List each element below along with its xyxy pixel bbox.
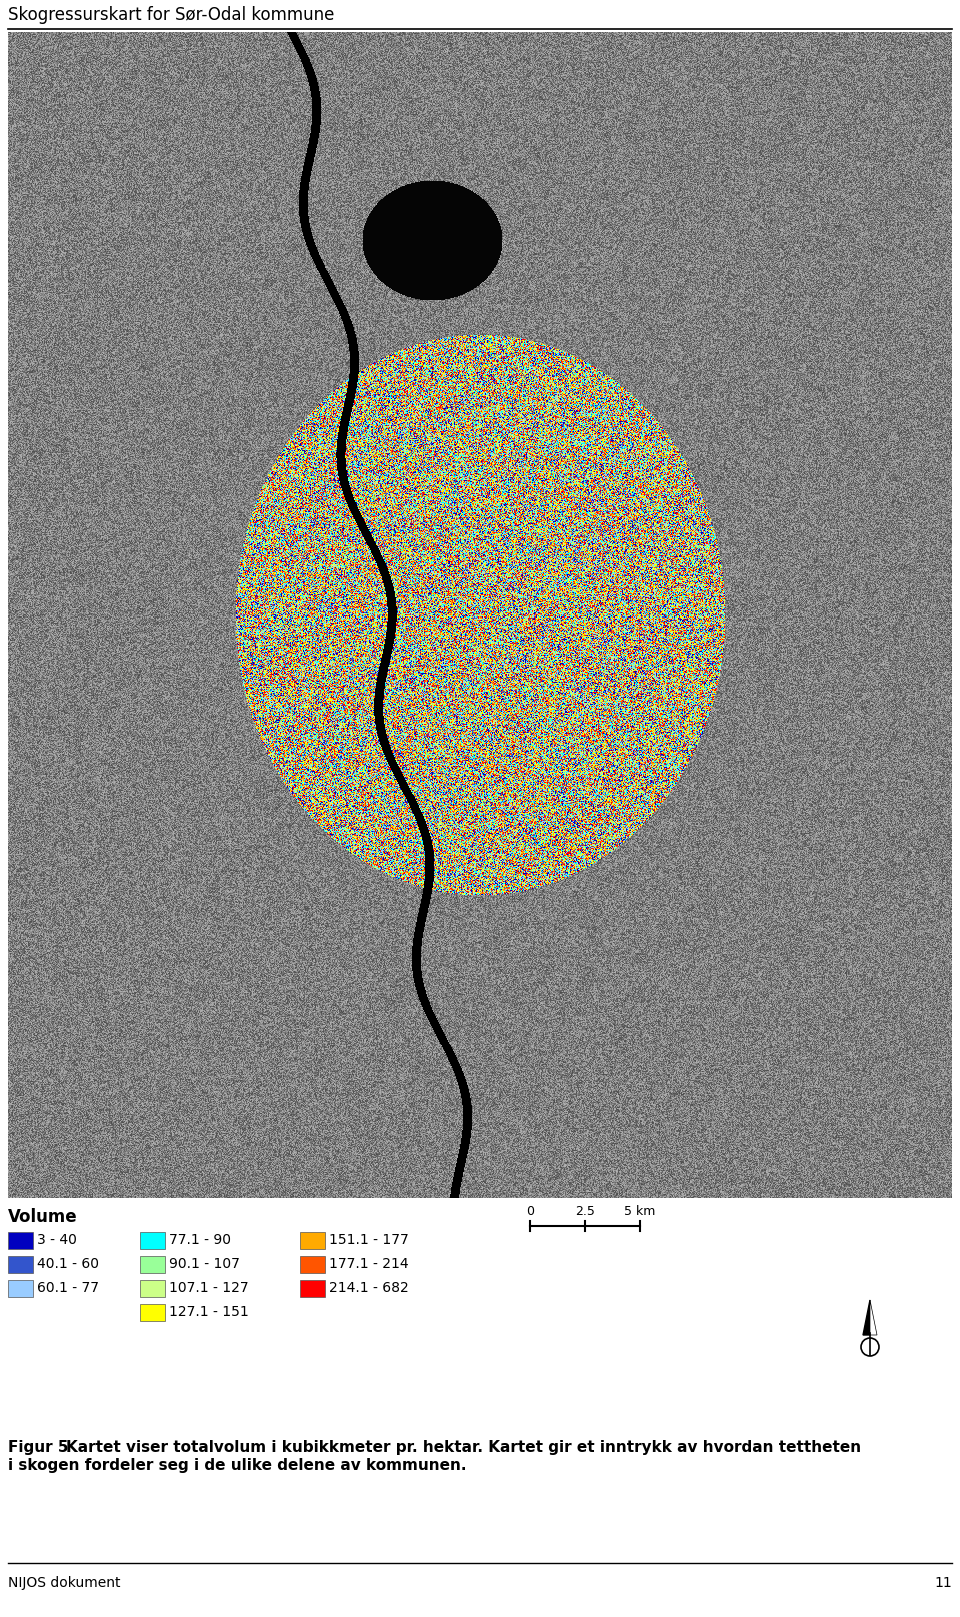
Bar <box>140 1303 165 1321</box>
Bar <box>140 1256 165 1273</box>
Polygon shape <box>863 1300 870 1336</box>
Text: 40.1 - 60: 40.1 - 60 <box>37 1258 99 1271</box>
Text: 60.1 - 77: 60.1 - 77 <box>37 1282 99 1295</box>
Bar <box>300 1256 325 1273</box>
Text: 151.1 - 177: 151.1 - 177 <box>329 1234 409 1247</box>
Bar <box>8 1281 33 1297</box>
Text: 2.5: 2.5 <box>575 1205 595 1218</box>
Text: 177.1 - 214: 177.1 - 214 <box>329 1258 409 1271</box>
Text: 77.1 - 90: 77.1 - 90 <box>169 1234 231 1247</box>
Bar <box>140 1232 165 1248</box>
Text: NIJOS dokument: NIJOS dokument <box>8 1577 121 1590</box>
Text: Volume: Volume <box>8 1208 78 1226</box>
Text: 3 - 40: 3 - 40 <box>37 1234 77 1247</box>
Text: 11: 11 <box>934 1577 952 1590</box>
Text: 214.1 - 682: 214.1 - 682 <box>329 1282 409 1295</box>
Text: Figur 5: Figur 5 <box>8 1441 68 1455</box>
Text: Skogressurskart for Sør-Odal kommune: Skogressurskart for Sør-Odal kommune <box>8 6 334 24</box>
Text: 127.1 - 151: 127.1 - 151 <box>169 1305 249 1319</box>
Bar <box>8 1256 33 1273</box>
Bar <box>300 1281 325 1297</box>
Text: 0: 0 <box>526 1205 534 1218</box>
Bar <box>300 1232 325 1248</box>
Polygon shape <box>870 1300 877 1336</box>
Text: 107.1 - 127: 107.1 - 127 <box>169 1282 249 1295</box>
Bar <box>140 1281 165 1297</box>
Bar <box>8 1232 33 1248</box>
Text: i skogen fordeler seg i de ulike delene av kommunen.: i skogen fordeler seg i de ulike delene … <box>8 1459 467 1473</box>
Text: Kartet viser totalvolum i kubikkmeter pr. hektar. Kartet gir et inntrykk av hvor: Kartet viser totalvolum i kubikkmeter pr… <box>66 1441 861 1455</box>
Text: 90.1 - 107: 90.1 - 107 <box>169 1258 240 1271</box>
Text: 5 km: 5 km <box>624 1205 656 1218</box>
Circle shape <box>861 1337 879 1357</box>
